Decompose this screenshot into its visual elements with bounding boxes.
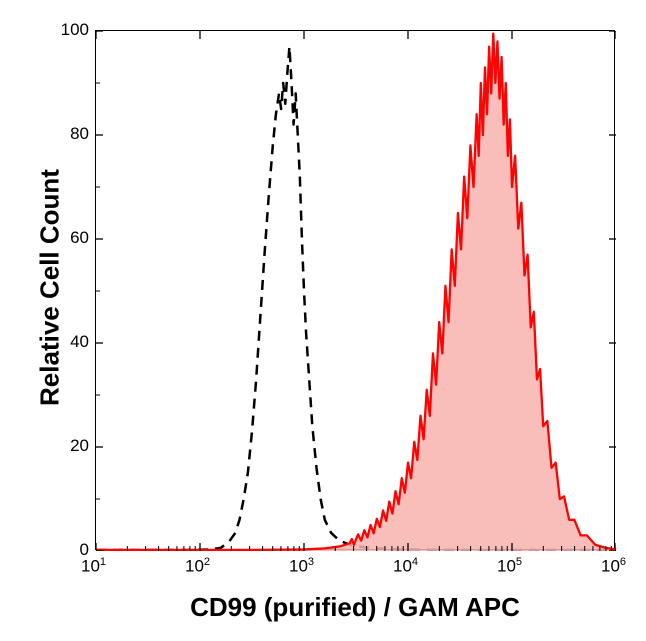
y-tick-label: 100 — [61, 20, 89, 40]
x-axis-label: CD99 (purified) / GAM APC — [95, 592, 615, 623]
y-tick-label: 20 — [70, 436, 89, 456]
y-tick-label: 60 — [70, 228, 89, 248]
series-fill-cd99 — [96, 34, 616, 551]
plot-area — [95, 30, 615, 550]
plot-svg — [96, 31, 616, 551]
x-tick-label: 106 — [601, 556, 626, 577]
x-tick-label: 102 — [185, 556, 210, 577]
y-tick-label: 80 — [70, 124, 89, 144]
x-tick-label: 105 — [497, 556, 522, 577]
y-axis-label: Relative Cell Count — [35, 148, 66, 428]
y-tick-label: 40 — [70, 332, 89, 352]
x-tick-label: 104 — [393, 556, 418, 577]
x-tick-label: 101 — [81, 556, 106, 577]
flow-cytometry-histogram: Relative Cell Count CD99 (purified) / GA… — [0, 0, 646, 641]
x-tick-label: 103 — [289, 556, 314, 577]
